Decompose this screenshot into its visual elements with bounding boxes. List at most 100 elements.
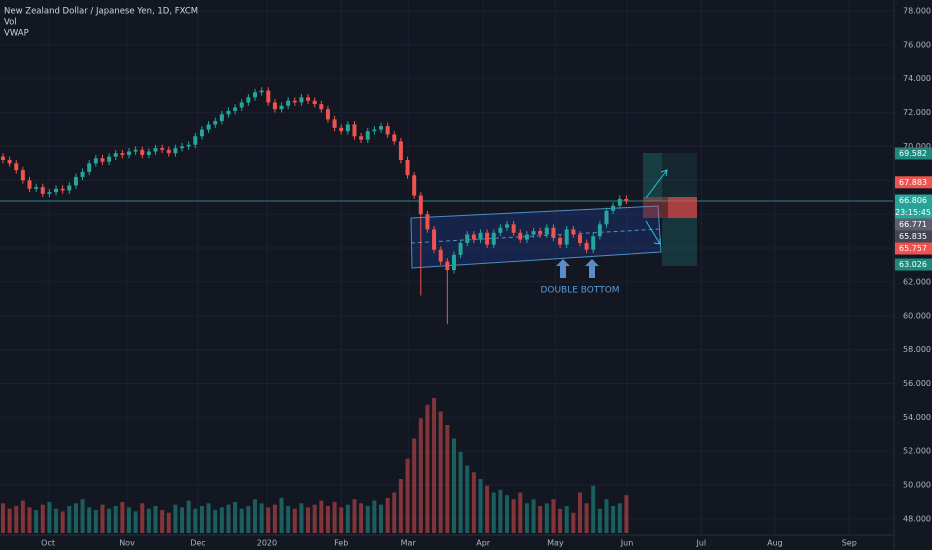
- candle-body: [518, 232, 523, 240]
- price-tag-label: 23:15:45: [895, 208, 931, 217]
- candle-body: [259, 90, 264, 93]
- candle-body: [87, 163, 92, 172]
- candle-body: [7, 159, 12, 164]
- candle-body: [485, 232, 490, 245]
- candle-body: [292, 100, 297, 103]
- candle-body: [20, 170, 25, 181]
- volume-bar: [120, 501, 125, 533]
- chart-title: New Zealand Dollar / Japanese Yen, 1D, F…: [4, 7, 198, 17]
- candle-body: [571, 229, 576, 235]
- volume-bar: [577, 492, 582, 533]
- candle-body: [332, 119, 337, 128]
- indicator-label: VWAP: [4, 29, 29, 39]
- volume-bar: [352, 499, 357, 533]
- volume-bar: [146, 508, 151, 533]
- candle-body: [173, 148, 178, 154]
- x-tick-label: Mar: [401, 539, 417, 548]
- volume-bar: [392, 492, 397, 533]
- x-tick-label: May: [547, 539, 564, 548]
- volume-bar: [253, 499, 258, 533]
- volume-bar: [160, 510, 165, 533]
- candle-body: [54, 188, 59, 193]
- target-zone-ext: [662, 153, 697, 201]
- volume-bar: [451, 438, 456, 533]
- volume-bar: [319, 500, 324, 533]
- candle-body: [372, 129, 377, 132]
- volume-bar: [233, 501, 238, 533]
- x-tick-label: 2020: [257, 539, 277, 548]
- volume-bar: [485, 485, 490, 533]
- y-tick-label: 58.000: [903, 345, 931, 354]
- volume-bar: [54, 508, 59, 533]
- arrow-down: [645, 220, 661, 245]
- volume-bar: [226, 504, 231, 533]
- y-tick-label: 54.000: [903, 413, 931, 422]
- volume-bar: [432, 398, 437, 533]
- x-tick-label: Oct: [41, 539, 55, 548]
- volume-bar: [505, 495, 510, 533]
- volume-bar: [186, 500, 191, 533]
- volume-bar: [60, 511, 65, 533]
- x-tick-label: Dec: [190, 539, 205, 548]
- price-tag-label: 69.582: [899, 149, 927, 158]
- candle-body: [325, 109, 330, 120]
- candle-body: [233, 107, 238, 111]
- candle-body: [73, 176, 78, 186]
- y-tick-label: 78.000: [903, 7, 931, 16]
- volume-bar: [292, 508, 297, 533]
- candle-body: [206, 124, 211, 130]
- volume-bar: [20, 500, 25, 533]
- price-tag-label: 66.771: [899, 220, 927, 229]
- candle-body: [193, 136, 198, 145]
- volume-bar: [206, 503, 211, 533]
- volume-bar: [584, 503, 589, 533]
- candle-body: [412, 175, 417, 196]
- candle-body: [253, 92, 258, 98]
- price-tag-label: 63.026: [899, 260, 927, 269]
- candle-body: [27, 180, 32, 189]
- price-tag: [895, 176, 932, 189]
- volume-bar: [558, 508, 563, 533]
- y-tick-label: 70.000: [903, 142, 931, 151]
- candle-body: [611, 205, 616, 211]
- volume-bar: [113, 506, 118, 533]
- candle-body: [531, 231, 536, 235]
- volume-bar: [279, 497, 284, 533]
- y-tick-label: 56.000: [903, 379, 931, 388]
- candle-body: [93, 158, 98, 164]
- candle-body: [153, 148, 158, 152]
- x-tick-label: Feb: [334, 539, 348, 548]
- volume-bar: [458, 452, 463, 533]
- y-tick-label: 74.000: [903, 74, 931, 83]
- volume-bar: [272, 504, 277, 533]
- y-tick-label: 50.000: [903, 481, 931, 490]
- volume-bar: [398, 479, 403, 533]
- candle-body: [286, 100, 291, 106]
- volume-bar: [372, 500, 377, 533]
- target-zone: [643, 153, 662, 201]
- price-tag: [895, 230, 932, 243]
- candle-body: [432, 229, 437, 250]
- volume-bar: [617, 503, 622, 533]
- candle-body: [246, 97, 251, 103]
- candle-body: [577, 234, 582, 243]
- candle-body: [458, 242, 463, 255]
- y-tick-label: 72.000: [903, 108, 931, 117]
- price-tag-label: 65.835: [899, 232, 927, 241]
- candle-body: [551, 227, 556, 238]
- volume-bar: [126, 507, 131, 533]
- candle-body: [544, 227, 549, 235]
- candle-body: [385, 126, 390, 135]
- price-tag: [895, 218, 932, 231]
- channel: [410, 205, 662, 269]
- indicator-label: Vol: [4, 18, 17, 28]
- candle-body: [120, 153, 125, 155]
- volume-layer: [0, 398, 629, 533]
- volume-bar: [239, 508, 244, 533]
- candle-body: [226, 110, 231, 115]
- candle-body: [166, 149, 171, 154]
- candle-body: [100, 158, 105, 162]
- volume-bar: [299, 503, 304, 533]
- volume-bar: [80, 499, 85, 533]
- x-tick-label: Jul: [696, 539, 707, 548]
